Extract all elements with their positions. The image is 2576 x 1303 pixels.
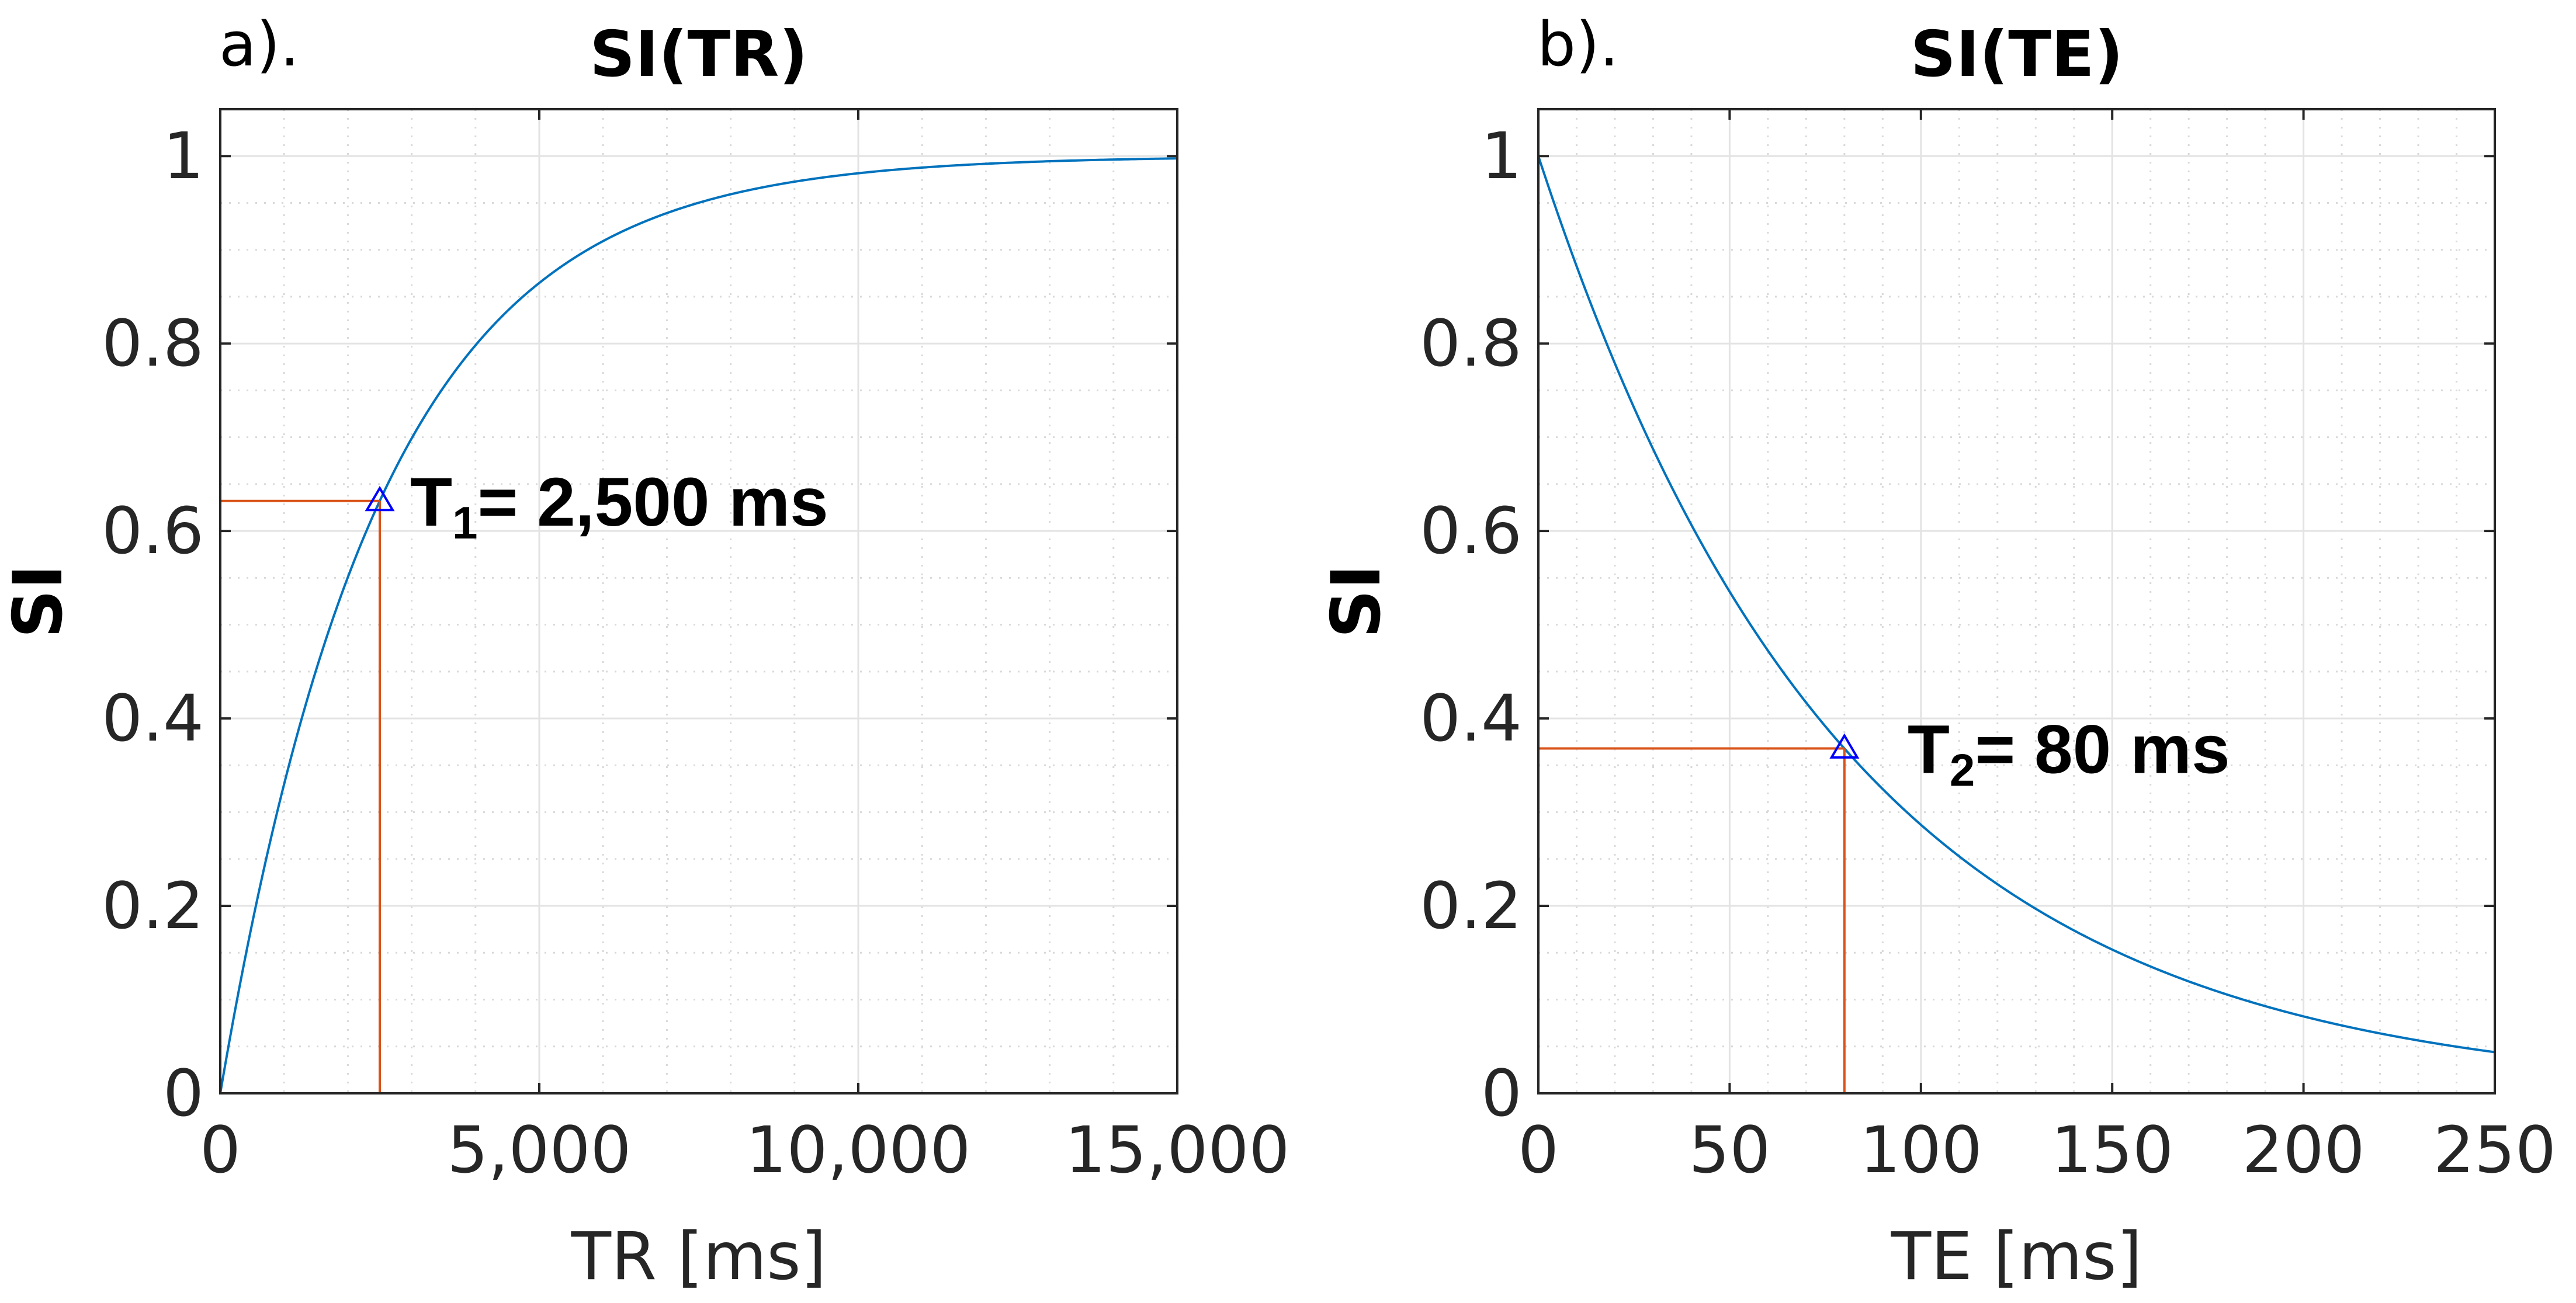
panel-label: b). [1537,9,1619,80]
y-tick-label: 1 [163,119,204,193]
x-tick-label: 5,000 [448,1113,632,1187]
x-axis-label: TE [ms] [1891,1219,2142,1295]
y-tick-label: 1 [1481,119,1522,193]
annotation-main: T [410,464,452,541]
chart-title: SI(TE) [1911,18,2123,91]
y-tick-label: 0.2 [102,868,204,943]
y-tick-label: 0.8 [102,306,204,381]
annotation-label: T2= 80 ms [1908,711,2230,795]
annotation-value: = 80 ms [1975,711,2230,788]
x-tick-label: 200 [2242,1113,2365,1187]
chart-panel-b: 0 50 100 150 200 250 0 0.2 0.4 0.6 0.8 1 TE [ms] SI SI… [1317,9,2556,1295]
y-tick-label: 0.4 [1420,681,1522,756]
data-point-marker [365,485,395,512]
x-tick-label: 15,000 [1065,1113,1290,1187]
y-tick-label: 0.6 [1420,494,1522,568]
x-tick-label: 10,000 [746,1113,971,1187]
x-axis-label: TR [ms] [571,1219,827,1295]
y-axis-label: SI [1317,564,1396,638]
y-axis-label: SI [0,564,78,638]
panel-label: a). [219,9,299,80]
chart-title: SI(TR) [590,18,808,91]
annotation-subscript: 2 [1950,744,1975,795]
axes-box [219,108,1178,1094]
x-tick-label: 250 [2433,1113,2556,1187]
y-tick-label: 0.4 [102,681,204,756]
y-tick-label: 0.6 [102,494,204,568]
minor-grid [1538,108,2495,1093]
y-tick-label: 0 [163,1056,204,1131]
y-tick-label: 0.2 [1420,868,1522,943]
chart-panel-a: 0 5,000 10,000 15,000 0 0.2 0.4 0.6 0.8 1 TR [ms] S… [0,9,1289,1295]
y-tick-label: 0 [1481,1056,1522,1131]
series-line [1537,155,2495,1054]
series-line [219,157,1178,1094]
y-tick-label: 0.8 [1420,306,1522,381]
annotation-label: T1= 2,500 ms [410,464,828,548]
annotation-subscript: 1 [452,497,477,548]
x-tick-label: 100 [1860,1113,1982,1187]
x-tick-label: 0 [200,1113,241,1187]
x-tick-label: 50 [1689,1113,1770,1187]
x-tick-label: 150 [2051,1113,2173,1187]
annotation-value: = 2,500 ms [477,464,828,541]
data-point-marker [1829,733,1860,759]
annotation-main: T [1908,711,1950,788]
x-tick-label: 0 [1518,1113,1559,1187]
axes-box [1537,108,2496,1094]
